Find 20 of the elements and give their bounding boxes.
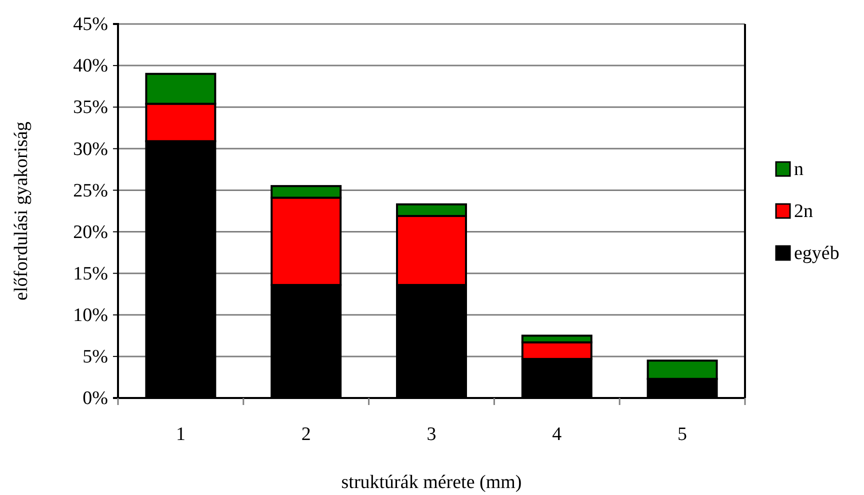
x-tick-label: 4	[552, 424, 562, 445]
y-tick-label: 30%	[73, 138, 108, 160]
legend-label: 2n	[794, 201, 814, 222]
legend-label: egyéb	[794, 243, 840, 264]
y-tick-label: 10%	[73, 304, 108, 326]
legend-label: n	[794, 159, 804, 180]
y-tick-label: 15%	[73, 263, 108, 284]
y-tick-label: 45%	[73, 14, 108, 36]
x-tick-label: 3	[426, 424, 436, 445]
y-tick-label: 0%	[82, 388, 108, 410]
x-tick-label: 2	[301, 424, 311, 445]
y-tick-label: 35%	[73, 97, 108, 118]
x-tick-label: 5	[678, 424, 688, 445]
y-tick-label: 20%	[73, 222, 108, 243]
y-axis-title: előfordulási gyakoriság	[11, 121, 32, 300]
y-tick-label: 5%	[82, 346, 108, 368]
y-tick-label: 25%	[73, 180, 108, 202]
x-tick-label: 1	[176, 424, 186, 445]
y-tick-label: 40%	[73, 56, 108, 77]
x-axis-title: struktúrák mérete (mm)	[341, 472, 522, 493]
